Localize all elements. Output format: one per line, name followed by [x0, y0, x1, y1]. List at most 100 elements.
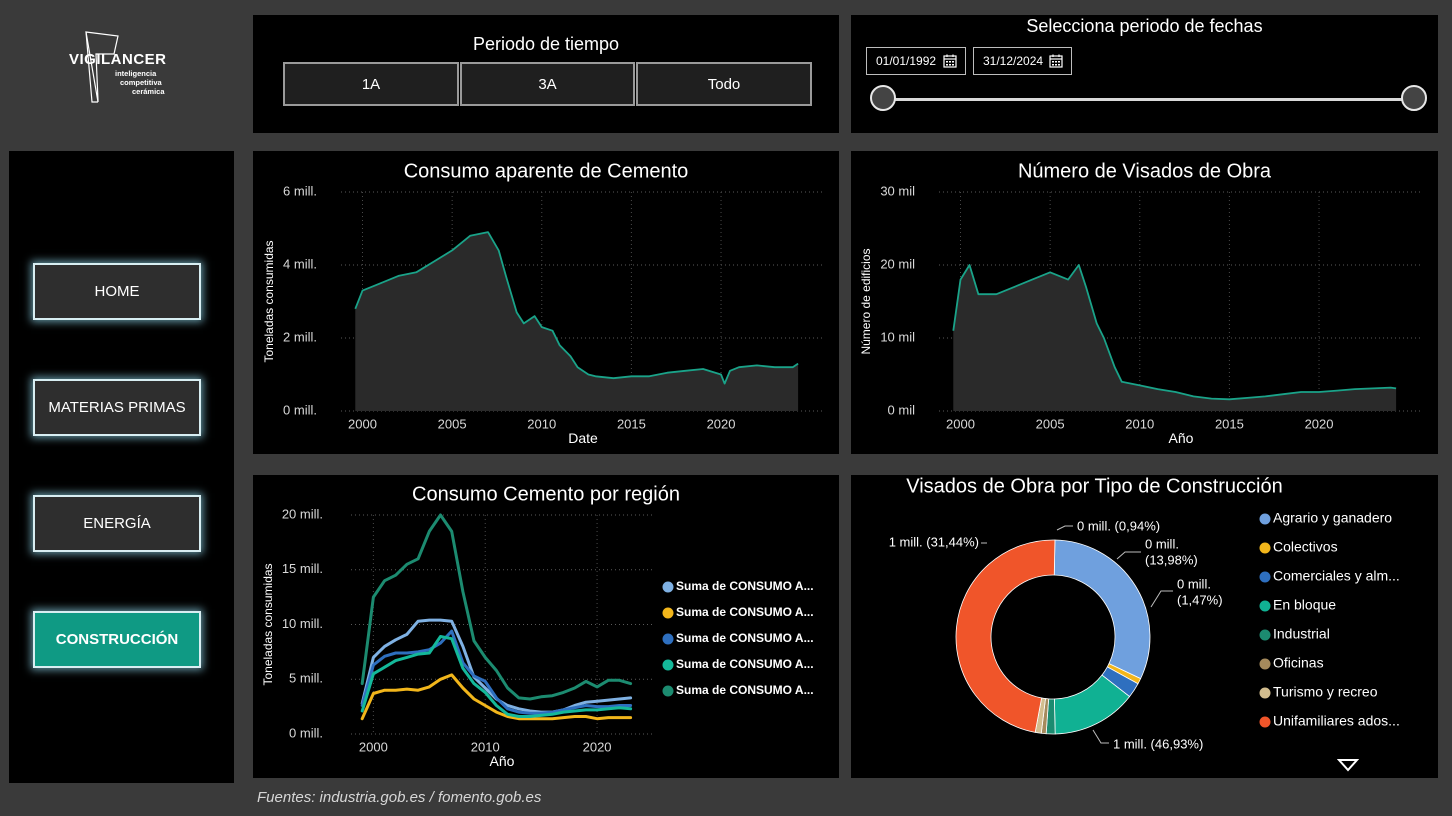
y-axis-label: Número de edificios — [859, 248, 873, 354]
chart-title: Consumo Cemento por región — [412, 483, 680, 505]
data-label: (13,98%) — [1145, 552, 1198, 567]
y-tick-label: 0 mil — [888, 402, 916, 417]
start-date-input[interactable]: 01/01/1992 — [866, 47, 966, 75]
legend-label: Agrario y ganadero — [1273, 510, 1392, 526]
logo: VIGILANCER inteligencia competitiva cerá… — [60, 30, 180, 110]
sources-footer: Fuentes: industria.gob.es / fomento.gob.… — [257, 789, 542, 806]
start-date-value: 01/01/1992 — [876, 54, 937, 68]
legend-label: Suma de CONSUMO A... — [676, 579, 814, 593]
nav-construccion-button[interactable]: CONSTRUCCIÓN — [33, 611, 201, 668]
pie-slice — [1053, 539, 1151, 680]
legend-label: En bloque — [1273, 597, 1336, 613]
x-tick-label: 2000 — [946, 416, 975, 431]
period-button-3a[interactable]: 3A — [460, 62, 635, 106]
data-label: (1,47%) — [1177, 592, 1223, 607]
logo-line3: cerámica — [132, 87, 165, 96]
legend-label: Suma de CONSUMO A... — [676, 631, 814, 645]
legend-marker — [662, 659, 674, 671]
date-slider-track[interactable] — [884, 98, 1413, 101]
pie-slice — [955, 539, 1056, 733]
legend-marker — [662, 685, 674, 697]
y-tick-label: 30 mil — [880, 183, 915, 198]
cemento-chart-panel: Consumo aparente de Cemento 0 mill. 2 mill… — [253, 151, 839, 454]
legend-label: Industrial — [1273, 626, 1330, 642]
series-line — [360, 629, 633, 715]
legend-label: Comerciales y alm... — [1273, 568, 1400, 584]
calendar-icon[interactable] — [1049, 54, 1063, 68]
end-date-input[interactable]: 31/12/2024 — [973, 47, 1072, 75]
y-tick-label: 2 mill. — [283, 329, 317, 344]
x-tick-label: 2015 — [617, 416, 646, 431]
date-slider-end-handle[interactable] — [1401, 85, 1427, 111]
logo-line1: inteligencia — [115, 69, 157, 78]
x-tick-label: 2020 — [583, 739, 612, 754]
y-tick-label: 20 mill. — [282, 506, 323, 521]
x-tick-label: 2000 — [359, 739, 388, 754]
series-line — [952, 264, 1397, 401]
x-tick-label: 2010 — [527, 416, 556, 431]
logo-mark — [85, 31, 119, 103]
legend-marker — [1259, 658, 1271, 670]
y-tick-label: 20 mil — [880, 256, 915, 271]
legend-label: Suma de CONSUMO A... — [676, 683, 814, 697]
data-label: 0 mill. (0,94%) — [1077, 518, 1160, 533]
x-tick-label: 2000 — [348, 416, 377, 431]
nav-energia-button[interactable]: ENERGÍA — [33, 495, 201, 552]
y-tick-label: 10 mil — [880, 329, 915, 344]
legend-label: Suma de CONSUMO A... — [676, 657, 814, 671]
calendar-icon[interactable] — [943, 54, 957, 68]
y-tick-label: 0 mill. — [283, 402, 317, 417]
legend-marker — [1259, 542, 1271, 554]
region-chart: Consumo Cemento por región 0 mill. 5 mill.… — [261, 483, 814, 769]
legend-label: Suma de CONSUMO A... — [676, 605, 814, 619]
date-range-title: Selecciona periodo de fechas — [1026, 16, 1263, 36]
logo-brand: VIGILANCER — [69, 51, 167, 68]
y-tick-label: 15 mill. — [282, 561, 323, 576]
x-tick-label: 2010 — [1125, 416, 1154, 431]
period-button-1a[interactable]: 1A — [283, 62, 459, 106]
data-label-leader — [1116, 551, 1141, 560]
data-label: 1 mill. (31,44%) — [889, 534, 979, 549]
series-line — [354, 231, 799, 385]
y-tick-label: 6 mill. — [283, 183, 317, 198]
legend-label: Oficinas — [1273, 655, 1324, 671]
legend-label: Colectivos — [1273, 539, 1338, 555]
visados-chart: Número de Visados de Obra 0 mil 10 mil 20 m… — [859, 160, 1423, 446]
y-tick-label: 0 mill. — [289, 725, 323, 740]
logo-line2: competitiva — [120, 78, 162, 87]
area-fill — [355, 232, 799, 411]
x-tick-label: 2005 — [438, 416, 467, 431]
x-tick-label: 2010 — [471, 739, 500, 754]
legend-marker — [662, 633, 674, 645]
series-line — [360, 635, 633, 718]
x-tick-label: 2015 — [1215, 416, 1244, 431]
visados-chart-panel: Número de Visados de Obra 0 mil 10 mil 20 m… — [851, 151, 1438, 454]
period-button-todo[interactable]: Todo — [636, 62, 812, 106]
legend-label: Unifamiliares ados... — [1273, 713, 1400, 729]
legend-marker — [1259, 629, 1271, 641]
series-line — [360, 513, 633, 701]
legend-marker — [1259, 571, 1271, 583]
nav-materias-primas-button[interactable]: MATERIAS PRIMAS — [33, 379, 201, 436]
period-title: Periodo de tiempo — [472, 34, 620, 54]
y-tick-label: 4 mill. — [283, 256, 317, 271]
tipo-chart: Visados de Obra por Tipo de Construcción… — [889, 475, 1400, 751]
x-axis-label: Año — [490, 753, 515, 769]
period-panel: Periodo de tiempo 1A 3A Todo — [253, 15, 839, 133]
chevron-down-icon[interactable] — [1337, 758, 1359, 772]
nav-home-button[interactable]: HOME — [33, 263, 201, 320]
data-label: 0 mill. — [1145, 536, 1179, 551]
data-label-leader — [1092, 729, 1109, 744]
series-line — [360, 673, 633, 721]
data-label: 1 mill. (46,93%) — [1113, 736, 1203, 751]
tipo-chart-panel: Visados de Obra por Tipo de Construcción… — [851, 475, 1438, 778]
region-chart-panel: Consumo Cemento por región 0 mill. 5 mill.… — [253, 475, 839, 778]
data-label-leader — [1150, 590, 1173, 608]
data-label: 0 mill. — [1177, 576, 1211, 591]
chart-title: Consumo aparente de Cemento — [404, 160, 689, 182]
legend-marker — [662, 607, 674, 619]
y-axis-label: Toneladas consumidas — [261, 563, 275, 685]
date-slider-start-handle[interactable] — [870, 85, 896, 111]
chart-title: Número de Visados de Obra — [1018, 160, 1272, 182]
area-fill — [953, 265, 1397, 411]
